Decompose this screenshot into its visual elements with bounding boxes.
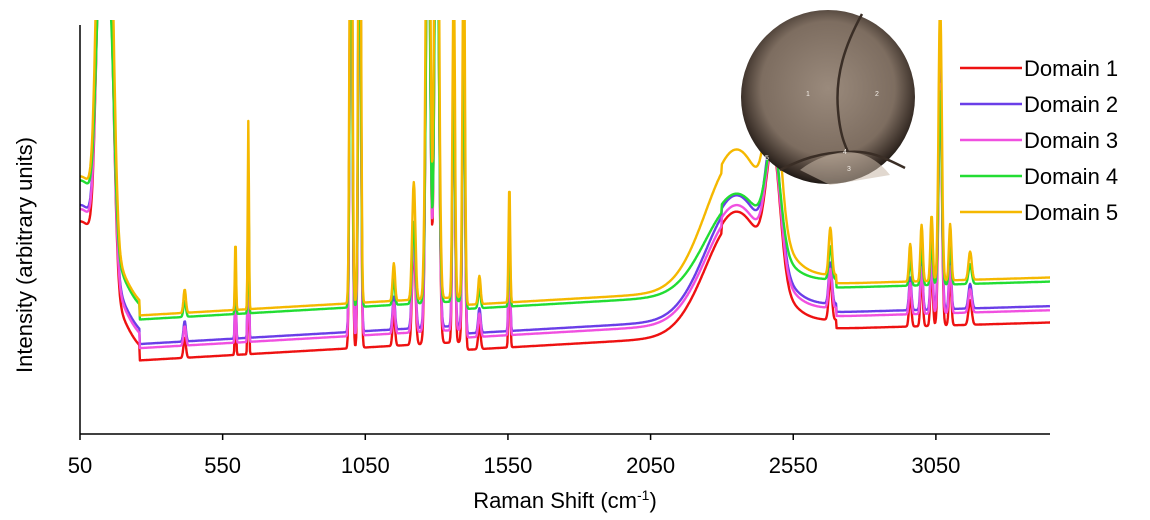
x-tick-label: 3050 <box>911 453 960 478</box>
legend-label: Domain 2 <box>1024 92 1118 117</box>
x-tick-label: 1550 <box>483 453 532 478</box>
x-tick-label: 1050 <box>341 453 390 478</box>
x-tick-label: 550 <box>204 453 241 478</box>
inset-label: 3 <box>847 166 851 173</box>
legend: Domain 1 Domain 2 Domain 3 Domain 4 Domain 5 <box>960 56 1118 225</box>
legend-label: Domain 4 <box>1024 164 1118 189</box>
inset-label: 1 <box>806 91 810 98</box>
legend-label: Domain 1 <box>1024 56 1118 81</box>
x-tick-label: 50 <box>68 453 92 478</box>
y-axis-title: Intensity (arbitrary units) <box>12 137 37 373</box>
series-line-domain-4 <box>80 20 1050 321</box>
inset-dish <box>741 10 915 184</box>
grain-region <box>800 152 890 185</box>
grain-boundary <box>836 13 864 153</box>
legend-label: Domain 3 <box>1024 128 1118 153</box>
x-tick-label: 2050 <box>626 453 675 478</box>
inset-micrograph: 1 2 3 4 5 <box>741 10 915 185</box>
legend-label: Domain 5 <box>1024 200 1118 225</box>
series-line-domain-2 <box>80 20 1050 346</box>
inset-label: 2 <box>875 91 879 98</box>
inset-label: 4 <box>843 149 847 156</box>
x-tick-label: 2550 <box>769 453 818 478</box>
inset-label: 5 <box>765 155 769 162</box>
series-line-domain-3 <box>80 20 1050 350</box>
x-axis-title: Raman Shift (cm-1) <box>473 487 657 513</box>
grain-boundary <box>779 150 906 172</box>
x-ticks: 50 550 1050 1550 2050 2550 3050 <box>68 434 960 478</box>
series-line-domain-5 <box>80 20 1050 317</box>
series-layer <box>80 20 1050 362</box>
series-line-domain-1 <box>80 20 1050 362</box>
